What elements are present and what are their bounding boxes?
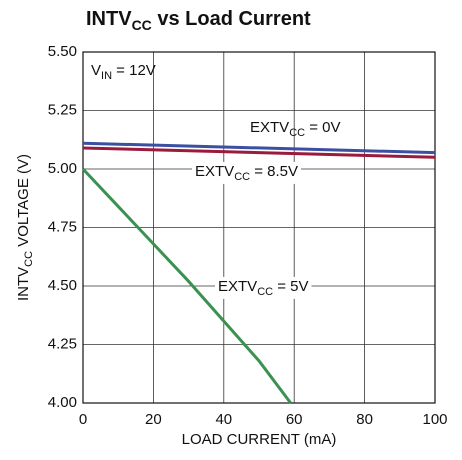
subscript: CC xyxy=(257,286,273,298)
y-tick-label: 4.00 xyxy=(48,394,77,411)
x-tick-label: 20 xyxy=(145,411,162,428)
subscript: CC xyxy=(234,171,250,183)
text-part: = 12V xyxy=(112,62,156,79)
subscript: CC xyxy=(23,251,35,267)
text-part: VOLTAGE (V) xyxy=(15,154,32,251)
text-part: EXTV xyxy=(218,278,257,295)
label-background xyxy=(192,161,302,184)
subscript: CC xyxy=(132,17,152,33)
x-axis-label: LOAD CURRENT (mA) xyxy=(182,431,337,448)
x-tick-label: 80 xyxy=(356,411,373,428)
series-label: EXTVCC = 0V xyxy=(250,119,341,139)
y-tick-label: 5.00 xyxy=(48,160,77,177)
y-axis-label: INTVCC VOLTAGE (V) xyxy=(15,154,35,301)
text-part: INTV xyxy=(86,8,132,30)
y-tick-label: 5.25 xyxy=(48,101,77,118)
text-part: vs Load Current xyxy=(152,8,311,30)
text-part: EXTV xyxy=(250,119,289,136)
text-part: = 8.5V xyxy=(250,163,298,180)
label-background xyxy=(215,276,312,299)
y-tick-label: 4.75 xyxy=(48,218,77,235)
text-part: EXTV xyxy=(195,163,234,180)
x-tick-label: 100 xyxy=(422,411,447,428)
series-label: EXTVCC = 8.5V xyxy=(195,163,298,183)
series-label: EXTVCC = 5V xyxy=(218,278,309,298)
text-part: = 5V xyxy=(273,278,308,295)
text-part: = 0V xyxy=(305,119,340,136)
line xyxy=(81,167,292,404)
x-tick-label: 60 xyxy=(286,411,303,428)
x-tick-label: 40 xyxy=(215,411,232,428)
chart-title: INTVCC vs Load Current xyxy=(86,8,311,32)
y-tick-label: 4.25 xyxy=(48,335,77,352)
text-part: INTV xyxy=(15,267,32,301)
annotation: VIN = 12V xyxy=(91,62,156,82)
plot-frame xyxy=(82,51,436,404)
subscript: IN xyxy=(101,70,112,82)
line xyxy=(82,146,436,159)
text-part: V xyxy=(91,62,101,79)
y-tick-label: 4.50 xyxy=(48,277,77,294)
y-tick-label: 5.50 xyxy=(48,43,77,60)
line xyxy=(82,141,436,155)
subscript: CC xyxy=(289,127,305,139)
x-tick-label: 0 xyxy=(79,411,87,428)
